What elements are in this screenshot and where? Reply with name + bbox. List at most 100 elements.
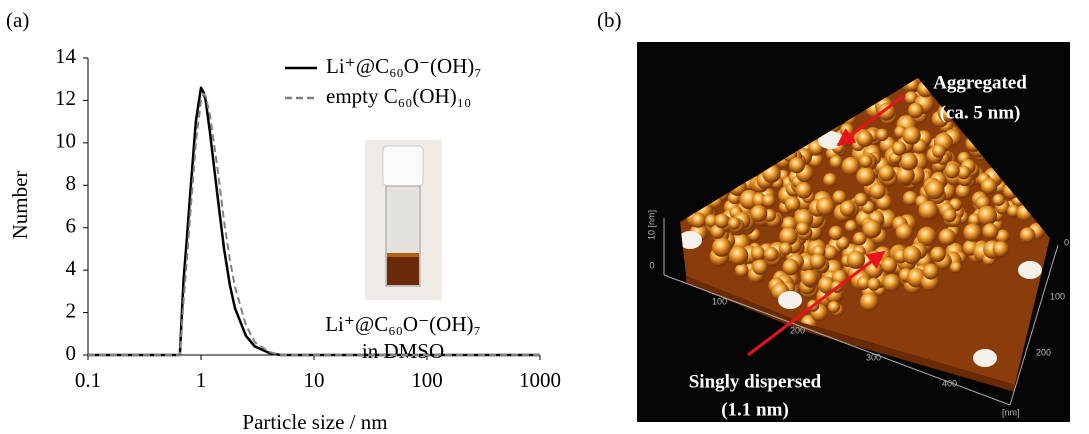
afm-x-label: 300 [866, 352, 881, 362]
afm-bump [856, 130, 873, 147]
afm-bump [752, 259, 768, 275]
afm-bump [779, 227, 797, 245]
afm-bump [908, 103, 924, 119]
afm-bump [750, 205, 767, 222]
afm-bump [816, 197, 835, 216]
legend-label: Li⁺@C₆₀O⁻(OH)₇ [326, 54, 482, 78]
panel-label: (b) [597, 8, 622, 32]
afm-x-label: 100 [712, 296, 727, 306]
afm-bump [867, 278, 880, 291]
annotation: in DMSO [362, 339, 444, 363]
afm-bump [1020, 227, 1036, 243]
afm-bump [735, 264, 749, 278]
afm-bump [783, 259, 800, 276]
afm-aggregate [778, 291, 802, 309]
afm-bump [823, 173, 837, 187]
afm-annotation: (1.1 nm) [721, 399, 789, 420]
afm-x-label: 200 [790, 325, 805, 335]
x-tick-label: 1000 [519, 368, 561, 392]
afm-bump [977, 206, 997, 226]
afm-bump [854, 193, 867, 206]
afm-bump [830, 155, 843, 168]
y-tick-label: 12 [55, 86, 76, 110]
afm-bump [981, 178, 997, 194]
afm-bump [712, 237, 732, 257]
afm-bump [923, 263, 939, 279]
afm-bump [876, 129, 888, 141]
afm-bump [943, 208, 957, 222]
afm-bump [764, 247, 779, 262]
afm-bump [840, 201, 856, 217]
figure: (a) (b) Number Particle size / nm Li⁺@C₆… [0, 0, 1089, 434]
afm-bump [925, 180, 945, 200]
afm-bump [729, 246, 748, 265]
afm-bump [982, 223, 998, 239]
afm-bump [828, 301, 840, 313]
afm-y-label: 200 [1036, 347, 1051, 357]
afm-annotation: (ca. 5 nm) [940, 102, 1021, 123]
afm-bump [902, 126, 920, 144]
afm-bump [762, 194, 775, 207]
afm-bump [932, 144, 946, 158]
annotation: Li⁺@C₆₀O⁻(OH)₇ [325, 312, 481, 336]
afm-bump [918, 201, 938, 221]
afm-bump [859, 155, 872, 168]
afm-bump [903, 246, 922, 265]
afm-x-label: 400 [942, 378, 957, 388]
y-tick-label: 0 [66, 341, 77, 365]
afm-bump [993, 241, 1009, 257]
afm-bump [829, 226, 843, 240]
afm-bump [691, 213, 706, 228]
afm-image [637, 42, 1070, 422]
afm-y-label: 100 [1050, 291, 1065, 301]
afm-bump [860, 292, 879, 311]
x-axis-label: Particle size / nm [242, 410, 387, 434]
afm-bump [796, 222, 810, 236]
afm-bump [944, 163, 959, 178]
afm-bump [785, 196, 800, 211]
afm-bump [900, 152, 918, 170]
afm-annotation: Aggregated [933, 72, 1027, 93]
y-tick-label: 14 [55, 44, 77, 68]
y-tick-label: 8 [66, 171, 77, 195]
afm-bump [862, 219, 881, 238]
afm-bump [879, 165, 895, 181]
afm-aggregate [1018, 261, 1042, 279]
afm-bump [847, 251, 865, 269]
y-axis-label: Number [8, 171, 32, 240]
panel-label: (a) [6, 8, 29, 32]
afm-bump [751, 246, 765, 260]
afm-bump [903, 191, 918, 206]
y-tick-label: 2 [66, 298, 77, 322]
x-tick-label: 10 [304, 368, 325, 392]
afm-bump [939, 228, 956, 245]
afm-x-label: [nm] [1002, 407, 1020, 417]
legend-label: empty C₆₀(OH)₁₀ [326, 84, 471, 108]
x-tick-label: 100 [411, 368, 443, 392]
afm-bump [993, 194, 1005, 206]
x-tick-label: 0.1 [75, 368, 101, 392]
afm-bump [869, 183, 885, 199]
afm-bump [801, 270, 818, 287]
afm-bump [779, 242, 792, 255]
afm-y-label: 0 [1064, 237, 1069, 247]
afm-bump [963, 224, 981, 242]
afm-z-label: 10 [nm] [646, 210, 656, 240]
vial-photo [365, 140, 442, 300]
x-tick-label: 1 [196, 368, 207, 392]
y-tick-label: 10 [55, 129, 76, 153]
afm-bump [845, 220, 857, 232]
afm-bump [714, 214, 729, 229]
afm-z-label: 0 [649, 260, 654, 270]
afm-bump [930, 247, 945, 262]
afm-bump [728, 217, 741, 230]
afm-bump [810, 253, 826, 269]
afm-annotation: Singly dispersed [689, 371, 822, 392]
afm-bump [892, 141, 906, 155]
afm-bump [789, 157, 805, 173]
afm-bump [896, 224, 913, 241]
afm-bump [881, 257, 897, 273]
y-tick-label: 4 [66, 256, 77, 280]
y-tick-label: 6 [66, 214, 77, 238]
afm-bump [856, 167, 875, 186]
